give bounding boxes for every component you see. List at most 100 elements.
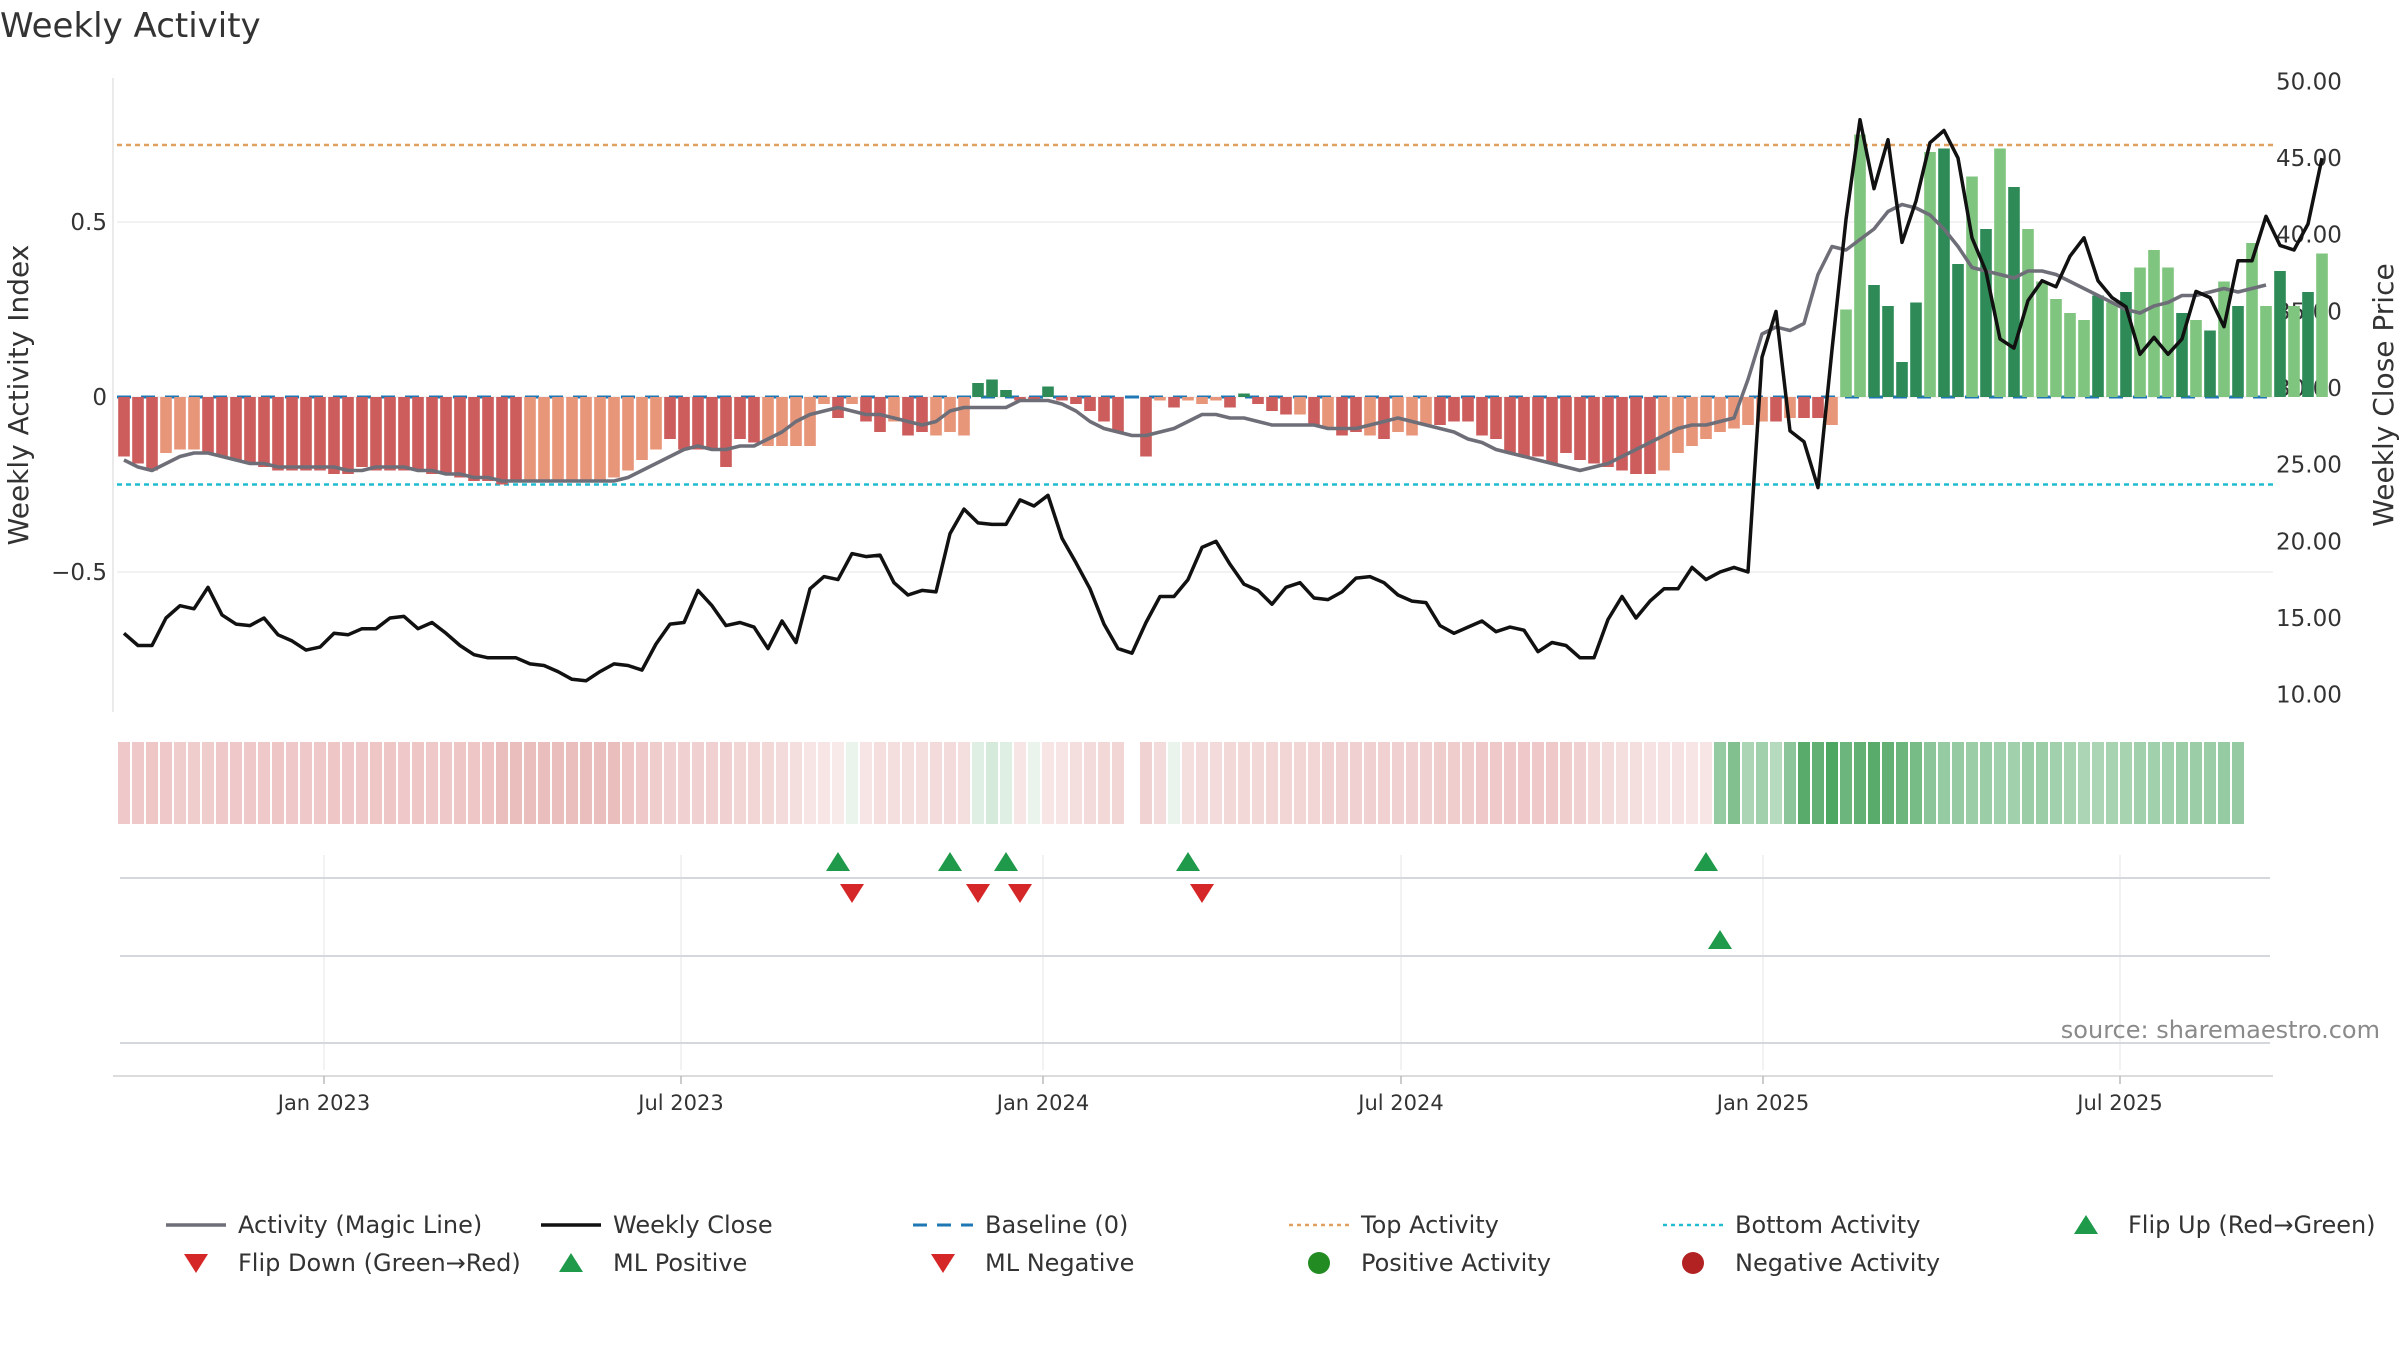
activity-bar [986,379,998,397]
activity-bar [1700,397,1712,439]
heat-cell [1826,742,1838,824]
activity-bar [1630,397,1642,474]
activity-bar [580,397,592,481]
activity-bar [2008,187,2020,397]
heat-cell [1924,742,1936,824]
activity-bar [286,397,298,471]
heat-cell [1812,742,1824,824]
legend-item: Top Activity [1289,1211,1499,1239]
heat-cell [1266,742,1278,824]
activity-bar [888,397,900,422]
right-tick-label: 45.00 [2276,146,2342,172]
heat-cell [1770,742,1782,824]
activity-bar [776,397,788,446]
legend-label: ML Negative [985,1249,1134,1277]
heat-cell [1938,742,1950,824]
legend-label: Baseline (0) [985,1211,1128,1239]
activity-bar [342,397,354,474]
heat-cell [1910,742,1922,824]
heat-cell [930,742,942,824]
activity-bar [1602,397,1614,467]
activity-bar [2078,320,2090,397]
right-axis-title: Weekly Close Price [2367,263,2400,526]
heat-cell [1518,742,1530,824]
legend-swatch [2074,1215,2098,1234]
heat-cell [356,742,368,824]
heat-cell [1868,742,1880,824]
heat-cell [314,742,326,824]
activity-bar [594,397,606,481]
heat-cell [566,742,578,824]
activity-bar [1868,285,1880,397]
heat-cell [440,742,452,824]
heat-cell [468,742,480,824]
activity-bar [2288,306,2300,397]
legend-item: Negative Activity [1682,1249,1940,1277]
heat-cell [2232,742,2244,824]
legend-swatch [184,1254,208,1273]
heat-cell [1980,742,1992,824]
heat-cell [2022,742,2034,824]
heat-cell [594,742,606,824]
flip-down-marker [1190,884,1214,903]
activity-bar [930,397,942,436]
activity-bar [804,397,816,446]
heat-cell [1322,742,1334,824]
activity-bar [2162,267,2174,397]
activity-heat-strip [118,742,2244,824]
heat-cell [860,742,872,824]
activity-bar [1042,386,1054,397]
heat-cell [482,742,494,824]
activity-bar [1924,152,1936,397]
activity-bar [524,397,536,481]
activity-bar [1000,390,1012,397]
legend: Activity (Magic Line) Weekly Close Baselin… [166,1211,2376,1277]
legend-label: Negative Activity [1735,1249,1940,1277]
heat-cell [972,742,984,824]
activity-bar [244,397,256,464]
activity-bar [608,397,620,478]
activity-bar [2190,320,2202,397]
heat-cell [1336,742,1348,824]
heat-cell [272,742,284,824]
activity-bar [2064,313,2076,397]
activity-bar [314,397,326,471]
heat-cell [986,742,998,824]
activity-bar [622,397,634,471]
heat-cell [1658,742,1670,824]
heat-cell [2218,742,2230,824]
heat-cell [426,742,438,824]
activity-bar [1798,397,1810,418]
legend-item: Activity (Magic Line) [166,1211,482,1239]
x-tick-label: Jul 2025 [2075,1091,2162,1115]
activity-bar [1182,397,1194,401]
heat-cell [762,742,774,824]
heat-cell [1238,742,1250,824]
flip-up-marker [826,852,850,871]
heat-cell [1280,742,1292,824]
flip-down-marker [966,884,990,903]
activity-bar [1980,229,1992,397]
heat-cell [692,742,704,824]
x-tick-label: Jul 2024 [1356,1091,1443,1115]
activity-bar [1224,397,1236,408]
heat-cell [188,742,200,824]
activity-bar [454,397,466,478]
heat-cell [1742,742,1754,824]
activity-bar [692,397,704,450]
activity-bar [482,397,494,481]
activity-bar [1952,264,1964,397]
flip-up-marker [1176,852,1200,871]
activity-bar [2176,313,2188,397]
heat-cell [1378,742,1390,824]
activity-bar [1140,397,1152,457]
activity-bar [1966,176,1978,397]
heat-cell [1700,742,1712,824]
heat-cell [1882,742,1894,824]
right-tick-label: 40.00 [2276,223,2342,249]
activity-bar [566,397,578,481]
activity-bar [1056,397,1068,401]
activity-bar [174,397,186,450]
activity-bar [720,397,732,467]
